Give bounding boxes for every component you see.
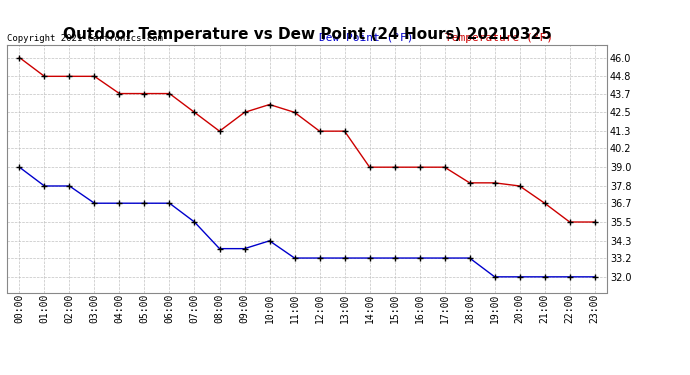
Text: Temperature (°F): Temperature (°F): [445, 33, 553, 42]
Text: Dew Point (°F): Dew Point (°F): [319, 33, 413, 42]
Title: Outdoor Temperature vs Dew Point (24 Hours) 20210325: Outdoor Temperature vs Dew Point (24 Hou…: [63, 27, 551, 42]
Text: Copyright 2021 Cartronics.com: Copyright 2021 Cartronics.com: [7, 33, 163, 42]
